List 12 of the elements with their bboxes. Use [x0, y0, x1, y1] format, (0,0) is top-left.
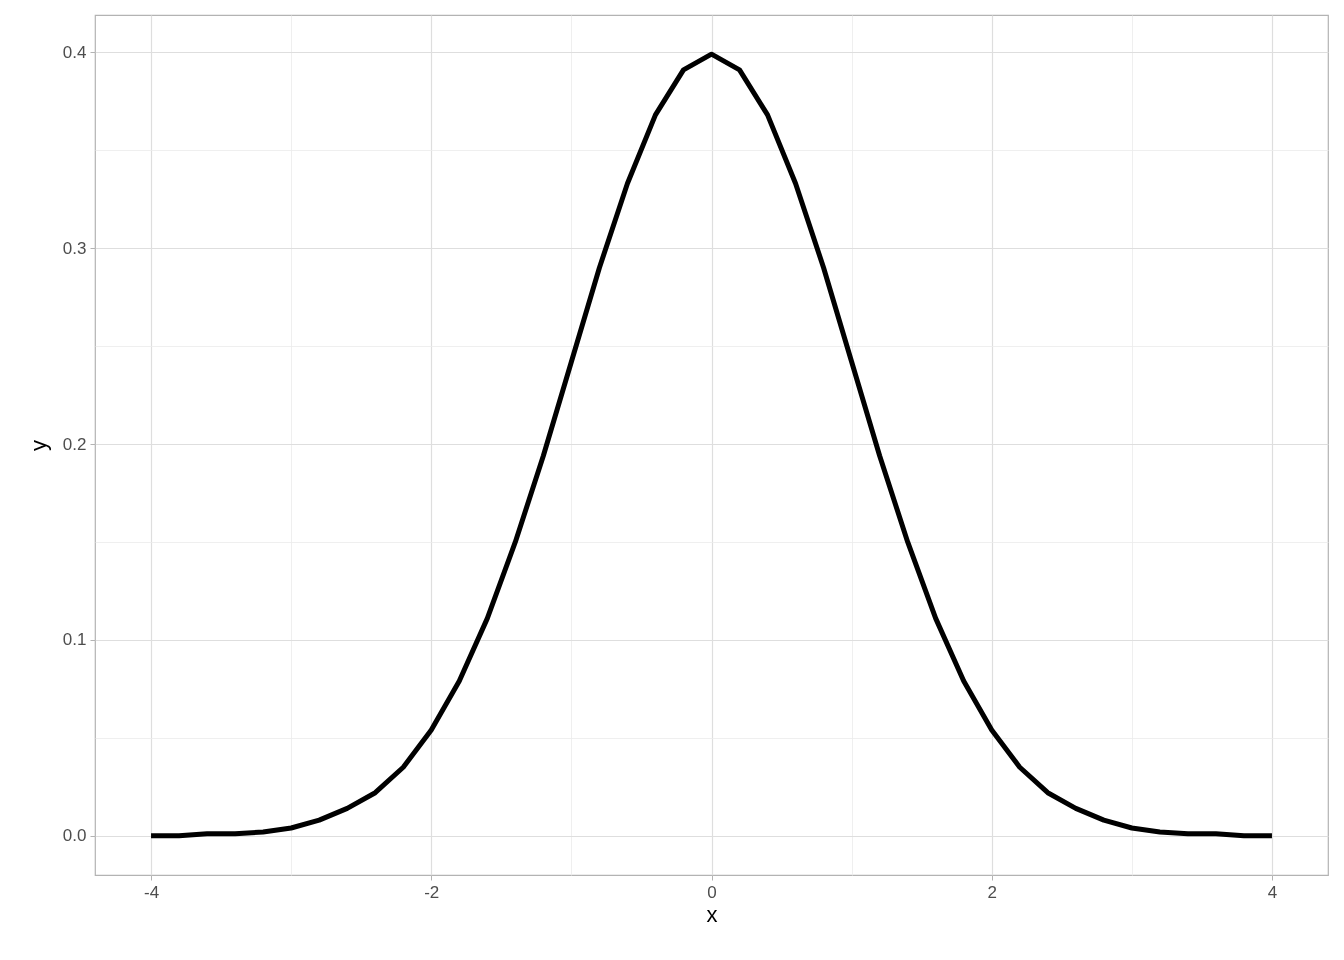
- y-tick-label: 0.3: [62, 238, 87, 258]
- x-tick-label: -2: [424, 882, 440, 902]
- x-tick-label: 0: [707, 882, 717, 902]
- y-tick-label: 0.2: [62, 434, 87, 454]
- y-tick-label: 0.1: [62, 630, 87, 650]
- y-tick-label: 0.4: [62, 42, 87, 62]
- x-axis-title: x: [706, 901, 718, 927]
- y-tick-label: 0.0: [62, 826, 87, 846]
- x-tick-label: 2: [987, 882, 997, 902]
- x-tick-label: -4: [143, 882, 160, 902]
- y-axis-title: y: [25, 440, 51, 451]
- x-tick-label: 4: [1267, 882, 1278, 902]
